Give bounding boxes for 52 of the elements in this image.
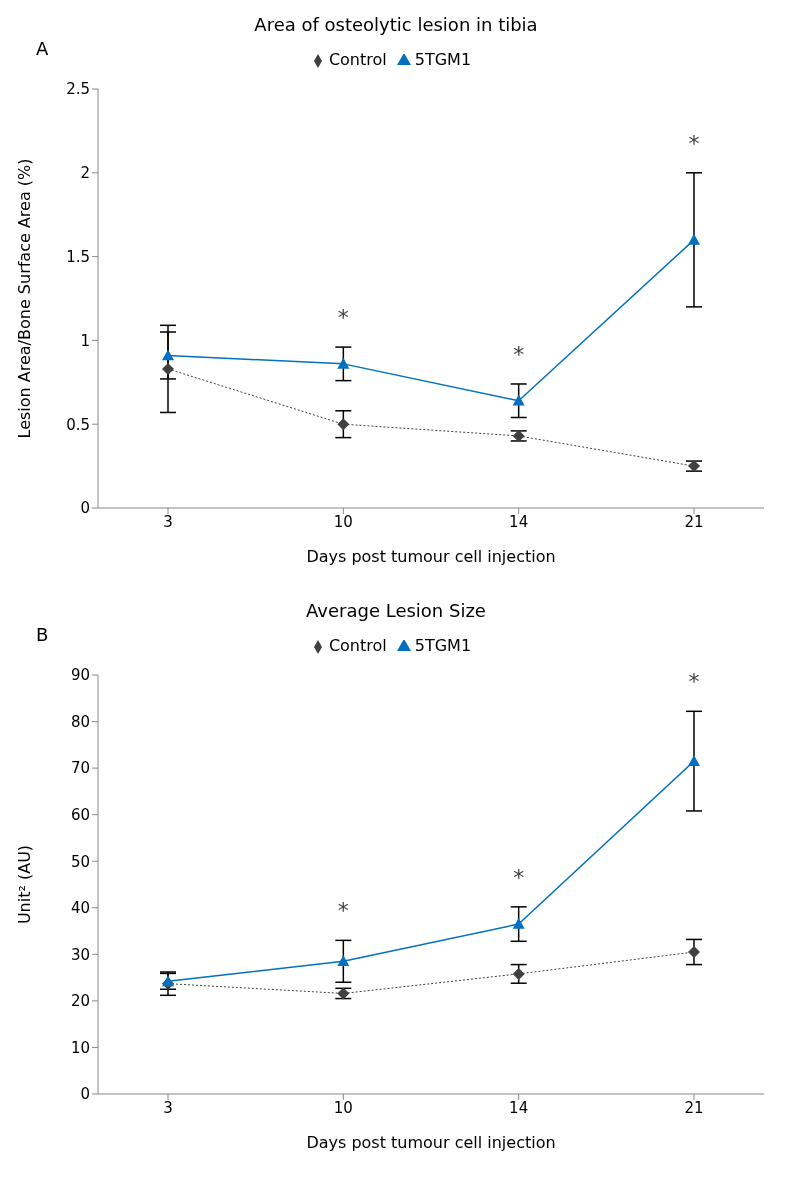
y-tick-label: 10: [70, 1038, 90, 1057]
x-tick-label: 14: [509, 1098, 529, 1117]
y-axis-title: Lesion Area/Bone Surface Area (%): [14, 158, 34, 439]
legend-label: Control: [328, 636, 387, 655]
y-tick-label: 70: [70, 759, 90, 778]
point: [688, 233, 700, 245]
annotation: *: [688, 669, 700, 695]
y-tick-label: 90: [70, 666, 90, 685]
y-tick-label: 20: [70, 992, 90, 1011]
annotation: *: [688, 130, 700, 156]
point: [337, 357, 350, 369]
x-tick-label: 21: [684, 1098, 704, 1117]
x-axis-title: Days post tumour cell injection: [306, 547, 556, 566]
legend-label: 5TGM1: [414, 636, 472, 655]
x-tick-label: 14: [509, 512, 529, 531]
point: [688, 755, 700, 766]
y-tick-label: 60: [70, 805, 90, 824]
x-axis-title: Days post tumour cell injection: [306, 1133, 556, 1152]
y-tick-label: 1: [80, 331, 90, 350]
y-axis-title: Unit² (AU): [14, 844, 34, 925]
y-tick-label: 2: [80, 164, 90, 183]
x-tick-label: 21: [684, 512, 704, 531]
legend-label: Control: [328, 50, 387, 69]
annotation: *: [513, 864, 525, 890]
point: [337, 418, 350, 431]
x-tick-label: 3: [163, 1098, 173, 1117]
point: [162, 362, 174, 375]
legend-label: 5TGM1: [414, 50, 472, 69]
y-tick-label: 40: [70, 899, 90, 918]
point: [512, 967, 525, 980]
y-tick-label: 80: [70, 712, 90, 731]
x-tick-label: 10: [333, 1098, 353, 1117]
text: A: [36, 38, 49, 59]
point: [512, 918, 525, 929]
x-tick-label: 10: [333, 512, 353, 531]
y-tick-label: 30: [70, 945, 90, 964]
point: [337, 955, 350, 967]
annotation: *: [337, 305, 349, 331]
text: B: [36, 624, 49, 645]
chart-title: Average Lesion Size: [306, 600, 486, 621]
y-tick-label: 0: [80, 1085, 90, 1104]
annotation: *: [337, 898, 349, 924]
annotation: *: [513, 341, 525, 367]
y-tick-label: 2.5: [66, 80, 90, 99]
y-tick-label: 50: [70, 852, 90, 871]
y-tick-label: 0.5: [66, 415, 90, 434]
x-tick-label: 3: [163, 512, 173, 531]
y-tick-label: 0: [80, 499, 90, 518]
y-tick-label: 1.5: [66, 247, 90, 266]
point: [512, 394, 525, 406]
chart-title: Area of osteolytic lesion in tibia: [254, 14, 538, 35]
point: [162, 349, 174, 361]
